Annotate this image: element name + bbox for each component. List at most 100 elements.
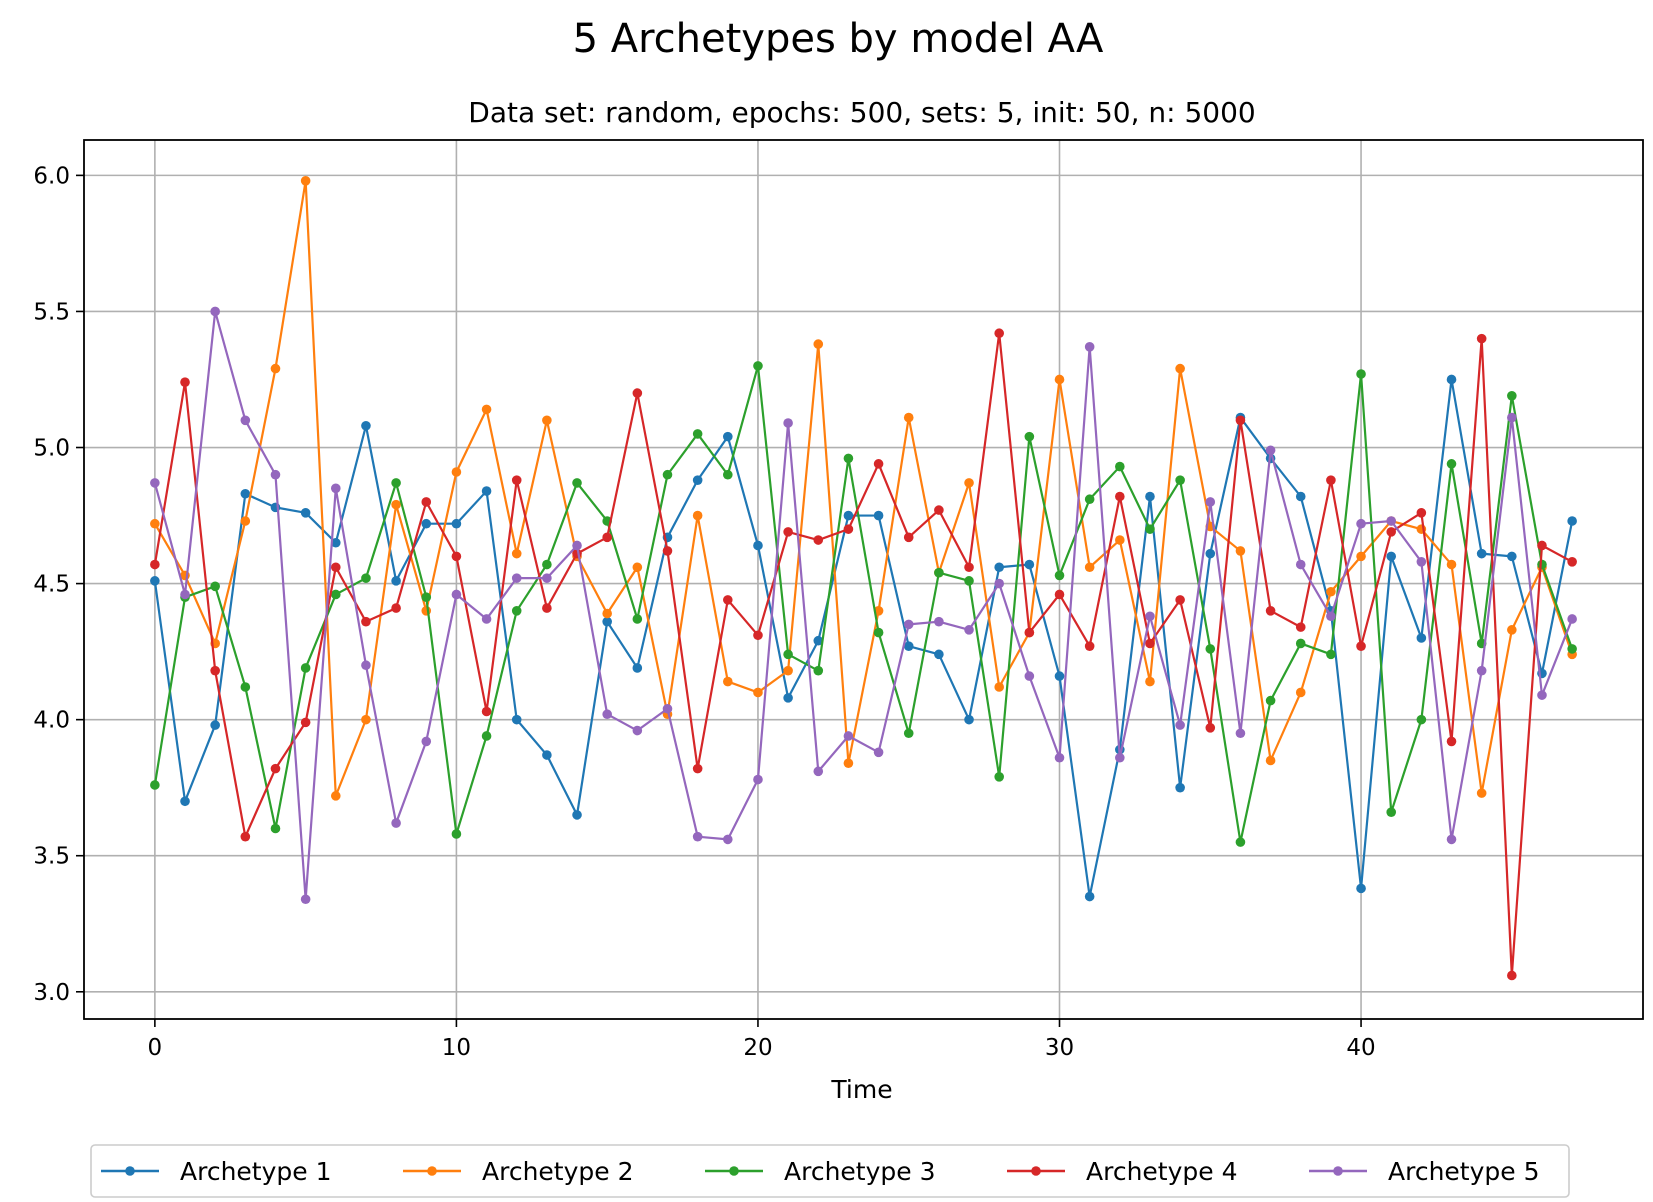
data-point [1326,586,1336,597]
data-point [1326,475,1336,485]
data-point [1054,374,1065,385]
data-point [1235,415,1246,426]
x-tick-label: 0 [148,1035,163,1061]
legend-item-archetype-1: Archetype 1 [101,1157,332,1186]
data-point [572,478,582,488]
y-tick-label: 5.5 [33,299,70,325]
x-tick-label: 10 [442,1035,471,1061]
data-point [1567,614,1577,624]
data-point [1326,649,1336,660]
data-point [632,663,643,673]
data-point [1416,714,1427,725]
data-point [692,475,703,485]
data-point [1446,736,1457,747]
data-point [330,791,341,801]
data-point [330,562,341,573]
data-point [270,469,281,480]
data-point [632,725,643,736]
data-point [813,339,824,349]
data-point [391,818,401,828]
data-point [361,420,371,431]
data-point [1054,671,1065,681]
data-point [1054,752,1065,763]
data-point [421,606,432,616]
data-point [451,829,462,839]
data-point [903,728,914,739]
data-point [1084,641,1095,651]
data-point [1175,595,1185,605]
x-tick-label: 20 [743,1035,772,1061]
y-tick-label: 4.5 [33,572,70,598]
data-point [1295,687,1306,698]
data-point [180,796,190,807]
data-point [1326,611,1336,622]
data-point [542,559,552,570]
data-point [783,418,793,428]
data-point [723,676,733,687]
plot-frame [83,139,1644,1020]
data-point [1295,491,1306,502]
y-tick-label: 3.0 [33,980,70,1006]
data-point [1205,548,1216,559]
data-point [994,578,1004,589]
data-point [1295,622,1306,632]
data-point [1205,497,1216,507]
data-point [1175,363,1185,374]
series-line [153,364,1574,844]
y-tick-label: 5.0 [33,436,70,462]
data-point [421,736,432,747]
series-archetype-3 [150,361,1577,847]
data-point [1205,644,1216,654]
data-point [632,562,643,573]
legend-marker [427,1166,437,1176]
data-point [1507,625,1517,635]
x-tick-label: 30 [1045,1035,1074,1061]
data-point [1416,633,1427,643]
data-point [662,469,673,480]
legend-label: Archetype 4 [1086,1157,1238,1186]
data-point [1145,611,1155,622]
data-point [753,774,763,785]
data-point [1507,970,1517,981]
data-point [1024,627,1035,638]
data-point [150,780,160,790]
data-point [1175,782,1185,793]
data-point [692,763,703,774]
data-point [903,532,914,543]
data-point [572,810,582,820]
data-point [1476,665,1487,676]
legend-label: Archetype 2 [482,1157,634,1186]
data-point [1084,342,1095,352]
axis-ticks: 0 10 20 30 40 3.0 3.5 4.0 4.5 5.0 5.5 6.0 [33,163,1375,1061]
data-point [1205,723,1216,733]
data-point [481,706,492,717]
data-point [481,486,492,496]
data-point [964,625,974,635]
data-point [1024,431,1035,442]
data-point [451,589,462,600]
data-point [843,510,854,521]
data-point [391,576,401,586]
data-point [903,641,914,651]
legend-label: Archetype 3 [784,1157,936,1186]
legend-item-archetype-4: Archetype 4 [1007,1157,1238,1186]
chart-title: 5 Archetypes by model AA [573,16,1104,62]
series-line [153,310,1574,901]
data-point [1416,508,1427,518]
data-point [270,763,281,774]
data-point [150,478,160,488]
data-point [1386,807,1397,817]
data-point [421,592,432,602]
data-point [723,469,733,480]
data-point [1356,551,1366,562]
data-point [964,478,974,488]
data-point [1054,570,1065,581]
data-point [873,747,884,758]
data-point [1115,535,1125,545]
legend-label: Archetype 1 [180,1157,332,1186]
data-point [692,510,703,521]
data-point [783,649,793,660]
data-point [542,573,552,583]
data-point [994,682,1004,692]
data-point [1356,518,1366,529]
